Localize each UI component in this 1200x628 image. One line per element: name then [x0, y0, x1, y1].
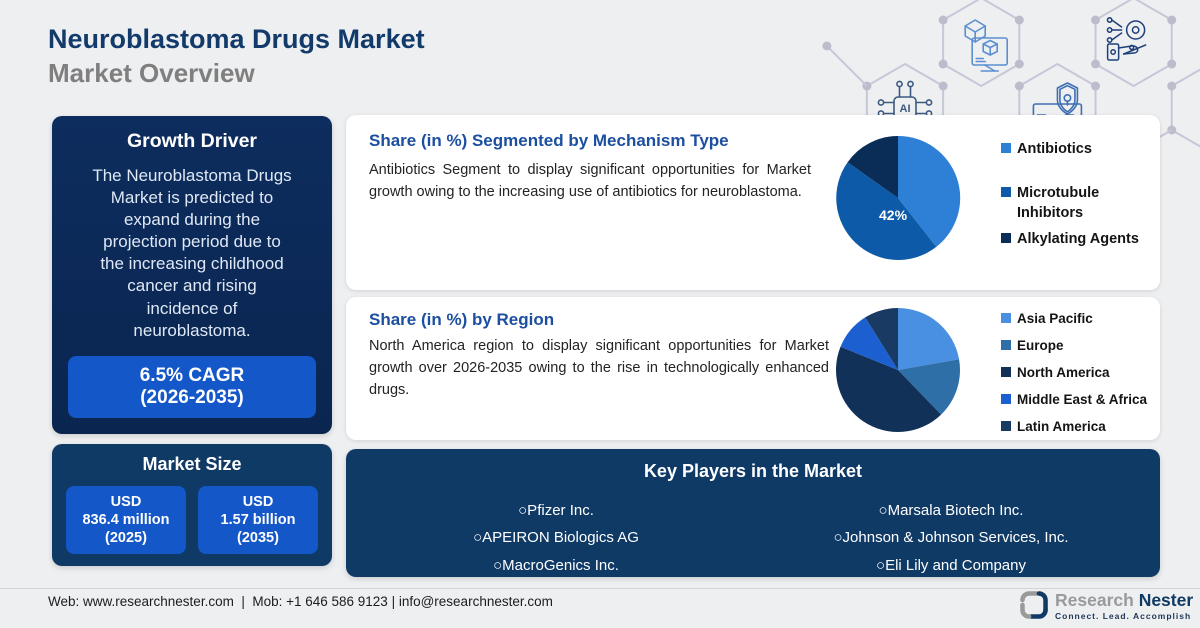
- svg-text:AI: AI: [900, 103, 911, 115]
